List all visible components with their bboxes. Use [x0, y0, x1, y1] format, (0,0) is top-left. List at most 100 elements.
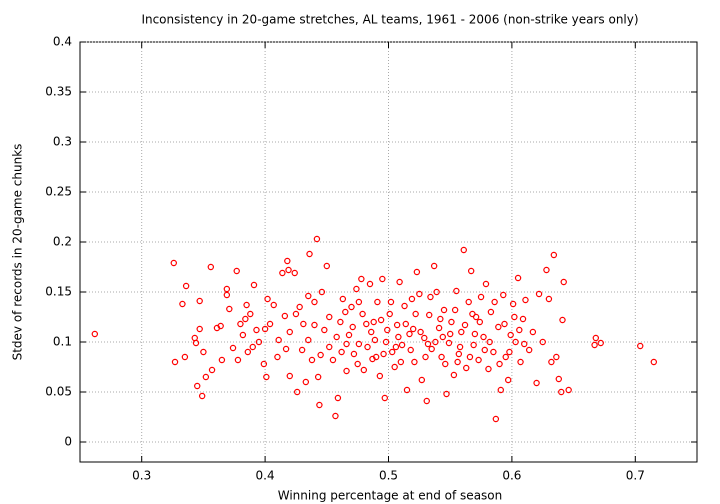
point: [397, 358, 405, 366]
point: [296, 303, 303, 311]
point: [422, 353, 429, 361]
point: [550, 251, 558, 259]
point: [376, 372, 384, 380]
point: [317, 351, 324, 359]
point: [247, 310, 254, 318]
point: [467, 267, 475, 275]
point: [349, 323, 356, 331]
point: [506, 348, 513, 356]
point: [396, 278, 403, 286]
point: [447, 330, 454, 338]
point: [442, 360, 449, 368]
point: [293, 388, 301, 396]
y-tick-label: 0: [64, 435, 72, 449]
point: [445, 339, 453, 347]
point: [519, 315, 527, 323]
point: [198, 392, 206, 400]
point: [260, 360, 268, 368]
point: [354, 360, 361, 368]
point: [371, 336, 379, 344]
point: [398, 341, 406, 349]
point: [460, 246, 467, 254]
point: [525, 346, 533, 354]
point: [286, 372, 293, 380]
point: [302, 378, 310, 386]
point: [509, 300, 517, 308]
y-axis-label: Stdev of records in 20-game chunks: [11, 144, 25, 361]
point: [504, 376, 512, 384]
point: [480, 333, 487, 341]
point: [501, 320, 508, 328]
point: [401, 302, 408, 310]
point: [432, 338, 439, 346]
y-tick-label: 0.3: [53, 135, 72, 149]
point: [497, 386, 504, 394]
point: [323, 262, 330, 270]
point: [440, 306, 448, 314]
point: [316, 401, 323, 409]
point: [496, 360, 503, 368]
point: [192, 339, 200, 347]
point: [426, 311, 433, 319]
point: [223, 285, 231, 293]
point: [430, 262, 438, 270]
point: [406, 330, 413, 338]
point: [543, 266, 550, 274]
point: [450, 371, 458, 379]
point: [529, 328, 537, 336]
point: [559, 316, 566, 324]
point: [424, 340, 432, 348]
point: [466, 353, 474, 361]
point: [451, 306, 459, 314]
point: [239, 331, 247, 339]
point: [545, 295, 553, 303]
point: [181, 353, 189, 361]
point: [334, 394, 342, 402]
point: [386, 310, 393, 318]
point: [282, 345, 290, 353]
point: [453, 287, 460, 295]
point: [366, 280, 374, 288]
point: [321, 326, 328, 334]
point: [555, 375, 562, 383]
point: [229, 344, 237, 352]
point: [326, 343, 333, 351]
point: [548, 358, 555, 366]
point: [485, 365, 492, 373]
x-tick-label: 0.6: [502, 469, 521, 483]
point: [305, 292, 312, 300]
point: [514, 274, 522, 282]
point: [456, 343, 464, 351]
point: [486, 338, 493, 346]
point: [392, 343, 400, 351]
point: [491, 298, 498, 306]
point: [379, 275, 386, 283]
point: [413, 268, 421, 276]
point: [281, 312, 289, 320]
point: [521, 340, 528, 348]
point: [253, 326, 260, 334]
point: [481, 346, 488, 354]
point: [314, 373, 322, 381]
point: [207, 263, 215, 271]
point: [463, 364, 470, 372]
point: [477, 293, 485, 301]
point: [433, 288, 440, 296]
point: [171, 358, 179, 366]
point: [377, 316, 385, 324]
point: [427, 293, 434, 301]
point: [332, 412, 339, 420]
point: [435, 324, 443, 332]
point: [343, 367, 350, 375]
point: [300, 320, 307, 328]
point: [313, 235, 321, 243]
point: [411, 358, 418, 366]
point: [380, 350, 387, 358]
point: [279, 269, 286, 277]
point: [200, 348, 207, 356]
x-tick-label: 0.3: [132, 469, 151, 483]
point: [223, 291, 231, 299]
point: [475, 356, 482, 364]
point: [522, 296, 529, 304]
